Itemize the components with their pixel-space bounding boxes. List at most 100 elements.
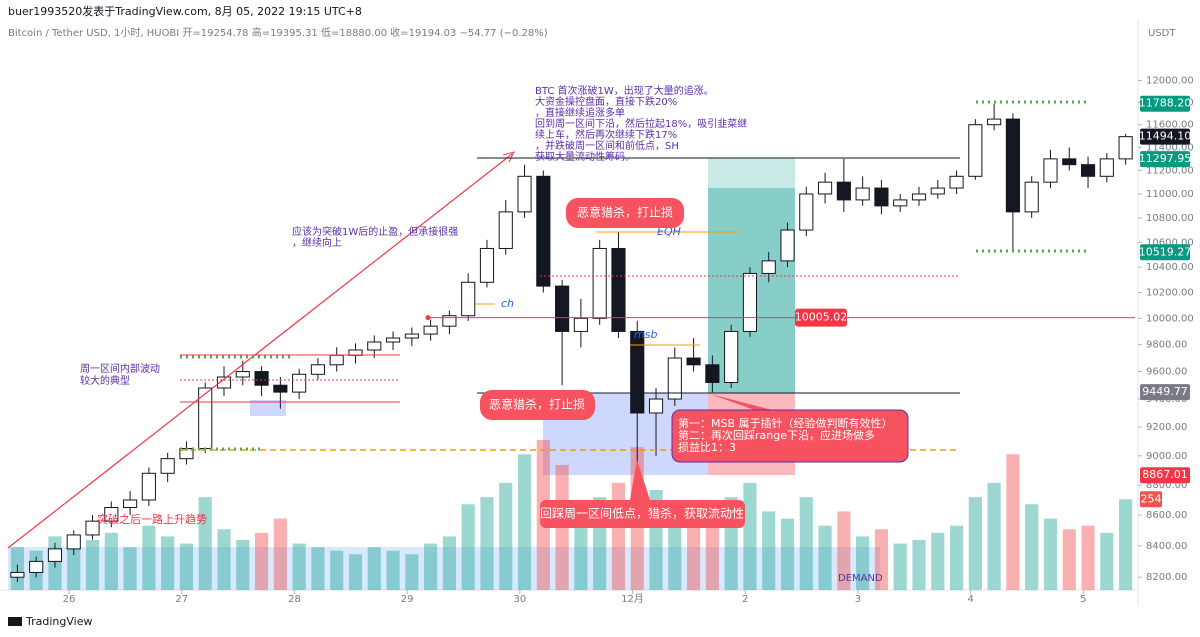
volume-bar	[987, 482, 1001, 590]
volume-bar	[461, 504, 475, 590]
volume-bar	[931, 532, 945, 590]
candle-body	[686, 357, 701, 366]
x-tick-label: 12月	[621, 593, 644, 605]
x-tick-label: 3	[855, 594, 861, 605]
candle-body	[573, 317, 588, 332]
callout-pointer	[710, 394, 780, 412]
volume-bar	[255, 532, 269, 590]
callout	[566, 198, 684, 228]
note-line: 获取大量流动性筹码。	[535, 150, 635, 163]
candle-body	[367, 341, 382, 351]
volume-bar	[799, 497, 813, 590]
volume-bar	[67, 543, 81, 590]
volume-bar	[762, 511, 776, 590]
candle-body	[836, 181, 851, 201]
footer	[0, 605, 1200, 637]
x-tick-label: 29	[401, 594, 414, 605]
volume-bar	[480, 497, 494, 590]
candle-body	[160, 458, 175, 474]
x-tick-label: 4	[967, 594, 973, 605]
candle-body	[987, 118, 1002, 126]
candle-body	[461, 281, 476, 317]
volume-bar	[236, 540, 250, 590]
volume-bar	[348, 554, 363, 590]
volume-bar	[292, 543, 306, 590]
volume-bar	[856, 536, 870, 590]
price-flag-label: 9449.77	[1142, 385, 1188, 398]
price-flag-label: 11297.95	[1139, 152, 1192, 165]
candle-body	[498, 211, 513, 249]
y-tick-label: 9600.00	[1146, 367, 1187, 378]
demand-label: DEMAND	[838, 573, 883, 584]
volume-bar	[104, 532, 118, 590]
candle-body	[1099, 158, 1114, 177]
y-tick-label: 9800.00	[1146, 340, 1187, 351]
volume-bar	[874, 529, 888, 590]
level-label: 10005.02	[795, 311, 848, 324]
volume-bar	[837, 511, 851, 590]
note-line: BTC 首次涨破1W，出现了大量的追涨。	[535, 84, 714, 97]
msb-label: msb	[634, 328, 657, 341]
x-tick-label: 28	[288, 594, 301, 605]
volume-bar	[949, 525, 964, 590]
price-flag	[1140, 151, 1190, 168]
y-tick-label: 11200.00	[1146, 165, 1194, 176]
volume-bar	[330, 550, 344, 590]
volume-bar	[85, 540, 100, 590]
eqh-label: EQH	[657, 225, 681, 238]
volume-bar	[1119, 499, 1133, 590]
volume-bar	[311, 547, 325, 590]
candle-body	[254, 371, 269, 386]
volume-bar	[818, 525, 832, 590]
volume-bar	[912, 540, 926, 590]
y-tick-label: 8800.00	[1146, 480, 1187, 491]
publisher: buer1993520发表于TradingView.com, 8月 05, 20…	[8, 4, 362, 18]
candle-body	[235, 371, 250, 378]
candle-body	[104, 507, 119, 522]
volume-bar	[1043, 518, 1058, 590]
candle-body	[273, 384, 288, 393]
y-tick-label: 10200.00	[1146, 287, 1194, 298]
candle-body	[141, 472, 156, 501]
candle-body	[780, 229, 795, 262]
level-dot	[425, 315, 431, 321]
note-line: 应该为突破1W后的止盈，但承接很强	[292, 225, 458, 238]
candle-body	[968, 124, 983, 177]
candle-body	[85, 520, 100, 536]
volume-bar	[574, 511, 588, 590]
candle-body	[611, 247, 626, 332]
candle-body	[29, 560, 44, 573]
volume-flag	[1140, 491, 1162, 508]
volume-bar	[424, 543, 438, 590]
candle-body	[949, 175, 964, 189]
candle-body	[911, 193, 927, 201]
volume-bar	[1081, 525, 1095, 590]
setup-box	[671, 409, 909, 463]
volume-bar	[386, 550, 400, 590]
candle-body	[555, 285, 570, 332]
volume-bar	[198, 497, 212, 590]
price-flag	[1140, 384, 1190, 401]
y-tick-label: 8200.00	[1146, 572, 1187, 583]
x-tick-label: 27	[175, 594, 188, 605]
note-line: ，并跌破周一区间和前低点，SH	[535, 139, 679, 152]
y-tick-label: 9200.00	[1146, 422, 1187, 433]
candle-body	[930, 187, 945, 195]
y-tick-label: 10800.00	[1146, 213, 1194, 224]
candle-body	[742, 272, 758, 332]
candle-body	[517, 175, 532, 213]
volume-bar	[161, 536, 175, 590]
candle-body	[1080, 164, 1096, 177]
price-flag-label: 10519.27	[1139, 245, 1192, 258]
range-box-small	[250, 400, 286, 416]
ch-label: ch	[501, 297, 514, 310]
volume-bar	[217, 529, 231, 590]
note-line: 较大的典型	[80, 374, 130, 387]
volume-bar	[405, 554, 419, 590]
y-tick-label: 10400.00	[1146, 262, 1194, 273]
callout-text: 恶意猎杀，打止损	[577, 205, 673, 220]
price-flag	[1140, 467, 1190, 484]
currency: USDT	[1148, 28, 1176, 39]
x-tick-label: 5	[1080, 594, 1086, 605]
note-line: ，继续向上	[292, 236, 342, 249]
